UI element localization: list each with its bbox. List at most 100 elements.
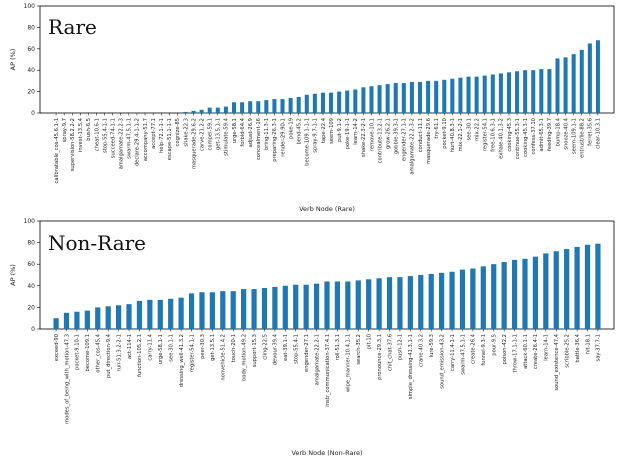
rare-bar: [223, 106, 228, 113]
rare-x-tick-label: confess-37.10: [531, 118, 537, 154]
nonrare-panel-title: Non-Rare: [48, 231, 146, 255]
nonrare-bar: [334, 281, 341, 329]
rare-bar: [248, 101, 253, 113]
rare-bar: [555, 58, 560, 113]
nonrare-bar: [178, 297, 184, 329]
nonrare-bar: [397, 277, 403, 329]
nonrare-bar: [188, 293, 195, 329]
rare-x-tick-label: remove-10.1: [369, 118, 375, 151]
nonrare-x-tick-label: pronounce-29.3.1: [377, 334, 383, 380]
rare-x-tick-label: cooking-45.3: [507, 118, 513, 152]
nonrare-y-axis-label: AP (%): [9, 264, 17, 286]
nonrare-bar: [511, 259, 518, 329]
rare-y-tick-label: 0: [31, 110, 35, 117]
nonrare-bar: [251, 289, 257, 329]
rare-x-axis-label: Verb Node (Rare): [299, 205, 355, 213]
rare-x-tick-label: stop-55.4-1-1: [102, 118, 108, 153]
nonrare-bar: [355, 280, 361, 329]
nonrare-y-tick-label: 40: [27, 283, 35, 290]
rare-x-tick-label: clear-10.3.1: [596, 118, 602, 149]
nonrare-bar: [376, 278, 382, 329]
rare-x-tick-label: see-30.1: [466, 118, 472, 141]
nonrare-x-tick-label: body_motion-49.2: [241, 334, 247, 381]
rare-bar: [498, 73, 503, 113]
nonrare-x-tick-label: other_cos-45.4: [96, 333, 102, 372]
rare-x-tick-label: poke-19: [288, 118, 294, 139]
nonrare-x-tick-label: cling-22.5: [262, 334, 268, 360]
nonrare-x-tick-label: throw-17.1-1-1: [512, 334, 518, 373]
rare-x-tick-label: spray-9.7-1-1: [313, 118, 319, 153]
nonrare-x-tick-label: pit-10: [366, 334, 372, 349]
rare-x-tick-label: tape-22.4: [321, 117, 327, 143]
rare-x-tick-label: bump-18.4: [555, 117, 561, 146]
rare-x-tick-label: stimulate-59.4: [224, 117, 230, 155]
rare-bar: [337, 91, 342, 113]
rare-x-tick-label: urge-58.1: [232, 118, 238, 143]
rare-x-tick-label: engender-27.1-1: [402, 118, 408, 161]
rare-y-tick-label: 40: [27, 67, 35, 74]
nonrare-x-tick-label: stop-55.4-1: [294, 334, 300, 364]
rare-bar: [442, 79, 447, 113]
nonrare-x-tick-label: roll-51.3.1: [335, 334, 341, 360]
nonrare-bar: [532, 256, 539, 329]
rare-bar: [369, 86, 374, 113]
rare-x-tick-label: snooze-40.4: [563, 117, 569, 149]
nonrare-x-tick-label: register-54.1-1: [189, 334, 195, 372]
rare-bar: [579, 49, 584, 113]
rare-bar: [506, 72, 511, 113]
nonrare-bar: [115, 305, 122, 329]
rare-x-tick-label: accompany-51.7: [143, 118, 149, 161]
nonrare-x-tick-label: poison-42.2: [502, 334, 508, 365]
nonrare-bar: [428, 273, 434, 329]
nonrare-x-tick-label: get-13.5.1: [210, 334, 216, 361]
rare-bar: [296, 96, 301, 113]
rare-bar: [361, 87, 366, 113]
rare-y-tick-label: 80: [27, 24, 35, 31]
rare-x-tick-label: amalgamate-22.2-3-2: [410, 118, 416, 175]
rare-bar: [240, 102, 245, 113]
nonrare-bar: [501, 262, 507, 329]
rare-x-tick-label: gobble-39.3-1: [394, 118, 400, 154]
rare-plot-frame: [39, 5, 615, 114]
nonrare-y-tick-label: 0: [31, 326, 35, 333]
nonrare-bar: [313, 283, 320, 329]
rare-bar: [482, 75, 487, 113]
nonrare-x-tick-label: urge-58.1-1: [158, 334, 164, 364]
nonrare-x-tick-label: peer-30.3: [200, 334, 206, 359]
rare-x-tick-label: bend-45.2: [296, 118, 302, 145]
rare-bar: [474, 76, 479, 113]
rare-bar: [320, 92, 325, 113]
rare-bar: [595, 40, 600, 113]
nonrare-bar: [584, 244, 591, 329]
nonrare-bar: [84, 310, 90, 329]
rare-bar: [304, 94, 309, 113]
nonrare-bar: [230, 291, 236, 329]
nonrare-bar: [105, 306, 111, 329]
nonrare-panel: Non-Rare AP (%) Verb Node (Non-Rare) 0 20…: [9, 218, 615, 457]
rare-x-tick-label: succeed-74-1-1: [110, 118, 116, 158]
rare-bar: [393, 83, 398, 113]
nonrare-y-tick-label: 20: [27, 304, 35, 311]
nonrare-x-tick-label: dressing_well-41.3.2: [179, 334, 185, 387]
nonrare-bar: [209, 292, 215, 329]
nonrare-x-ticks: exceed-90 modes_of_being_with_motion-47.3…: [54, 329, 602, 424]
nonrare-bar: [199, 292, 205, 329]
nonrare-bar: [282, 285, 288, 329]
rare-bar: [587, 43, 592, 114]
rare-bar: [458, 77, 463, 113]
nonrare-x-tick-label: say-37.7-1: [596, 334, 602, 361]
nonrare-x-tick-label: run-51.3.2-2-1: [116, 334, 122, 371]
nonrare-x-tick-label: see-30.1-1: [168, 334, 174, 362]
nonrare-bar: [543, 253, 549, 329]
rare-bar: [345, 90, 350, 113]
nonrare-bar: [459, 269, 466, 329]
rare-x-tick-label: seem-109.1-1: [571, 118, 577, 154]
nonrare-x-tick-label: battle-36.4: [575, 333, 581, 362]
nonrare-bar: [480, 266, 486, 329]
rare-bar: [523, 70, 528, 113]
nonrare-bar: [470, 268, 476, 329]
rare-bar: [199, 109, 204, 113]
rare-x-tick-label: grow-26.2.1: [385, 118, 391, 149]
rare-bar: [272, 99, 277, 113]
nonrare-bar: [220, 291, 226, 329]
